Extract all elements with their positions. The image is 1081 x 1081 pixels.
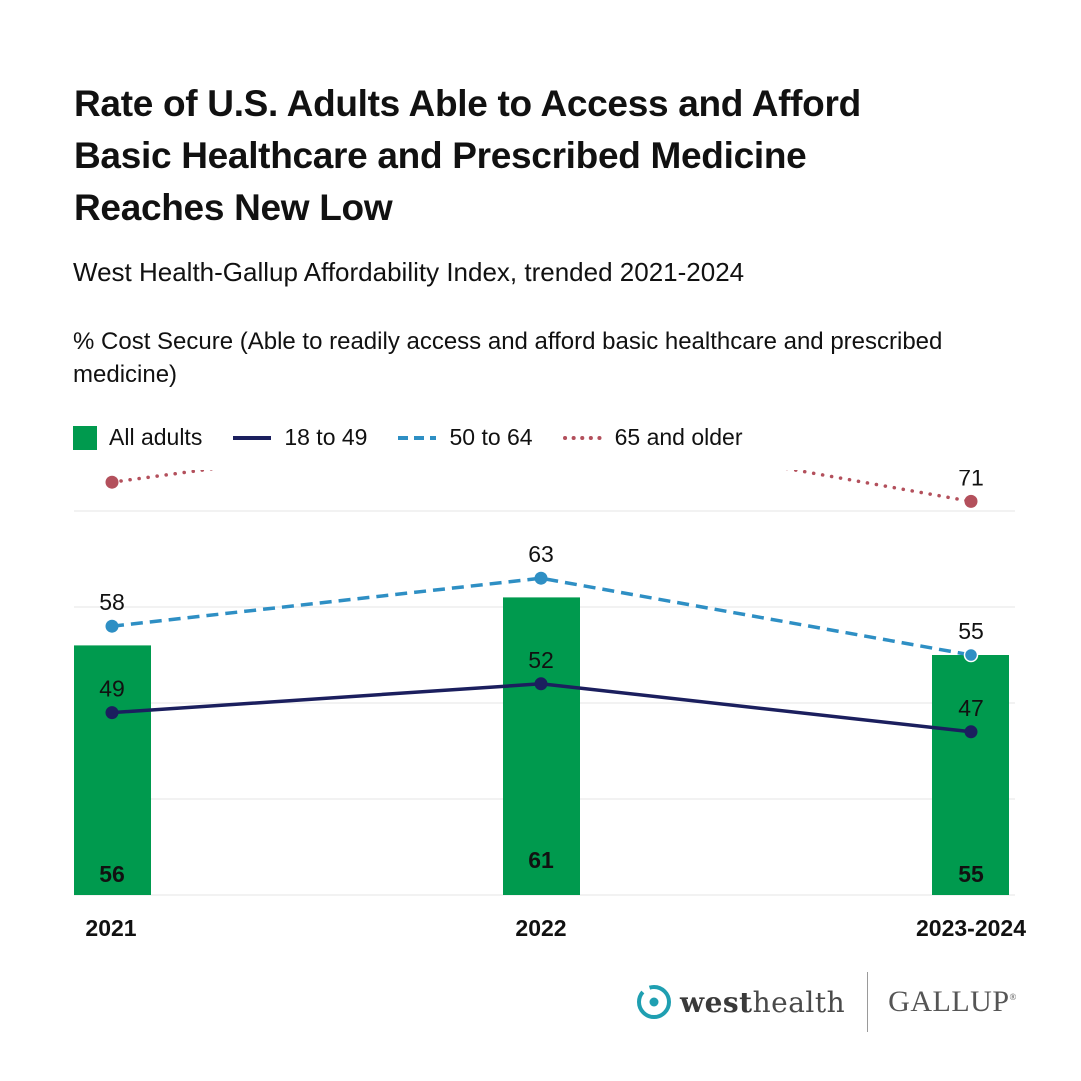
westhealth-wordmark-health: health: [752, 985, 846, 1019]
westhealth-mark-icon: [637, 985, 671, 1019]
point-18-to-49-2021: [105, 706, 119, 720]
chart-title-line-1: Rate of U.S. Adults Able to Access and A…: [74, 83, 861, 124]
bar-all-adults-2023-2024: [932, 655, 1009, 895]
label-50-to-64-2021: 58: [99, 589, 125, 615]
label-18-to-49-2023-2024: 47: [958, 695, 984, 721]
chart-plot: 495247586355737971566155202120222023-202…: [74, 470, 1026, 941]
chart-title: Rate of U.S. Adults Able to Access and A…: [74, 78, 974, 234]
label-65-and-older-2021: 73: [99, 470, 125, 471]
bar-all-adults-2021: [74, 645, 151, 895]
gallup-registered-mark: ®: [1009, 992, 1017, 1002]
legend-label-65-and-older: 65 and older: [614, 424, 743, 450]
legend-swatch-bar: [73, 425, 97, 450]
westhealth-logo: westhealth: [636, 984, 845, 1020]
gallup-wordmark: GALLUP: [888, 985, 1010, 1018]
x-tick-2022: 2022: [515, 915, 566, 941]
legend-label-all-adults: All adults: [109, 424, 203, 450]
point-50-to-64-2023-2024: [963, 647, 979, 663]
label-all-adults-2022: 61: [528, 847, 554, 873]
chart-title-line-2: Basic Healthcare and Prescribed Medicine: [74, 135, 807, 176]
gallup-logo: GALLUP®: [888, 985, 1017, 1019]
legend-swatch-dotted-line: [562, 435, 603, 440]
legend-all-adults: All adults: [73, 424, 202, 451]
bar-all-adults-2022: [503, 597, 580, 895]
point-50-to-64-2022: [534, 571, 548, 585]
label-50-to-64-2022: 63: [528, 541, 554, 567]
legend-50-to-64: 50 to 64: [397, 424, 533, 451]
label-50-to-64-2023-2024: 55: [958, 618, 984, 644]
legend-swatch-solid-line: [233, 435, 272, 440]
point-65-and-older-2021: [105, 475, 119, 489]
legend-swatch-dashed-line: [398, 435, 437, 440]
x-tick-2023-2024: 2023-2024: [916, 915, 1026, 941]
line-50-to-64: [111, 576, 972, 657]
logos: westhealth GALLUP®: [636, 970, 1017, 1034]
label-all-adults-2021: 56: [99, 861, 125, 887]
label-all-adults-2023-2024: 55: [958, 861, 984, 887]
point-50-to-64-2021: [105, 619, 119, 633]
logo-divider: [867, 972, 869, 1032]
legend-18-to-49: 18 to 49: [232, 424, 367, 451]
x-tick-2021: 2021: [85, 915, 136, 941]
westhealth-wordmark: westhealth: [680, 986, 845, 1019]
point-18-to-49-2023-2024: [964, 725, 978, 739]
legend-label-18-to-49: 18 to 49: [284, 424, 368, 450]
label-18-to-49-2022: 52: [528, 647, 554, 673]
chart-title-line-3: Reaches New Low: [74, 187, 393, 228]
westhealth-wordmark-west: west: [680, 985, 753, 1019]
legend-label-50-to-64: 50 to 64: [449, 424, 533, 450]
point-65-and-older-2023-2024: [964, 494, 978, 508]
legend-65-and-older: 65 and older: [562, 424, 743, 451]
label-65-and-older-2023-2024: 71: [958, 470, 984, 490]
chart-subtitle: West Health-Gallup Affordability Index, …: [73, 257, 745, 287]
point-18-to-49-2022: [534, 677, 548, 691]
chart-legend: All adults 18 to 49 50 to 64 65 and olde…: [73, 424, 773, 451]
measure-note: % Cost Secure (Able to readily access an…: [73, 328, 943, 388]
label-18-to-49-2021: 49: [99, 676, 125, 702]
line-65-and-older: [110, 470, 973, 504]
